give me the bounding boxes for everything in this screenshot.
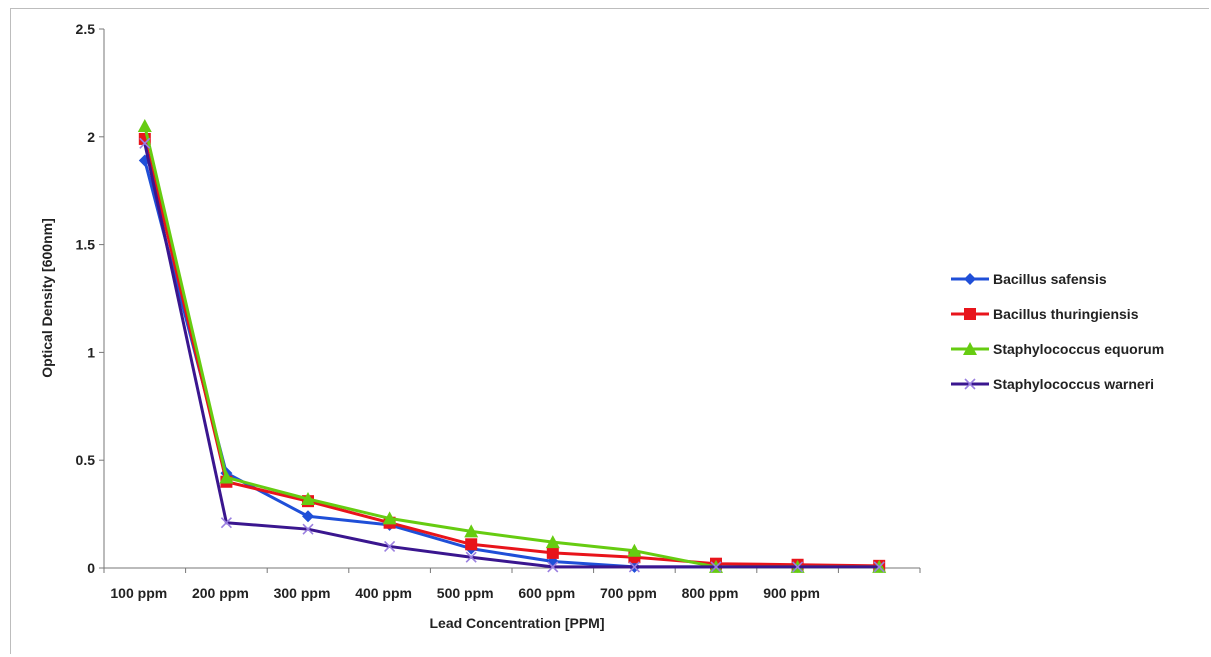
x-marker-stroke (220, 517, 232, 529)
x-marker-stroke (873, 561, 885, 573)
x-marker-stroke (792, 561, 804, 573)
legend-label: Bacillus thuringiensis (993, 306, 1139, 322)
data-point (464, 524, 479, 538)
data-point (710, 561, 722, 573)
legend-marker (964, 308, 976, 320)
legend-entry: Staphylococcus equorum (951, 341, 1164, 357)
data-point (302, 523, 314, 535)
plot-area: 0 0.5 1 1.5 2 2.5 100 ppm 200 ppm 300 ppm 400 ppm… (76, 21, 921, 601)
legend-label: Bacillus safensis (993, 271, 1107, 287)
x-marker-stroke (964, 378, 976, 390)
x-marker-stroke (547, 561, 559, 573)
series-line (143, 160, 880, 569)
series-1 (138, 154, 886, 573)
x-tick-label: 100 ppm (110, 585, 167, 601)
data-point (873, 561, 885, 573)
data-point (219, 470, 234, 484)
x-axis-title: Lead Concentration [PPM] (429, 615, 604, 631)
data-point (382, 511, 397, 525)
x-marker-stroke (302, 523, 314, 535)
data-point (546, 546, 559, 559)
x-tick-label: 800 ppm (682, 585, 739, 601)
data-point (792, 561, 804, 573)
data-point (384, 540, 396, 553)
data-point (137, 119, 152, 133)
y-tick-label: 2.5 (76, 21, 96, 37)
data-point (465, 551, 477, 563)
x-marker-stroke (465, 551, 477, 563)
data-point (627, 543, 642, 557)
y-tick-label: 0.5 (76, 452, 96, 468)
legend-entry: Bacillus safensis (951, 271, 1107, 287)
series-2 (138, 132, 886, 572)
data-point (301, 492, 315, 506)
y-tick-label: 1 (87, 344, 95, 360)
x-marker-stroke (384, 540, 396, 553)
x-tick-label: 900 ppm (763, 585, 820, 601)
legend-marker (964, 378, 976, 390)
y-tick-label: 0 (87, 560, 95, 576)
y-axis-title: Optical Density [600nm] (39, 218, 55, 378)
x-tick-label: 200 ppm (192, 585, 249, 601)
legend-label: Staphylococcus equorum (993, 341, 1164, 357)
data-point (139, 137, 151, 149)
y-tick-label: 1.5 (76, 237, 96, 253)
x-marker-stroke (139, 137, 151, 149)
x-marker-stroke (710, 561, 722, 573)
x-tick-label: 500 ppm (437, 585, 494, 601)
series-4 (139, 137, 885, 573)
x-tick-label: 400 ppm (355, 585, 412, 601)
legend-entry: Staphylococcus warneri (951, 376, 1154, 392)
data-point (547, 561, 559, 573)
series-line (143, 125, 880, 569)
series-line (143, 142, 880, 569)
series-line (143, 138, 880, 568)
y-tick-label: 2 (87, 129, 95, 145)
data-point (465, 538, 478, 551)
legend-marker (963, 342, 977, 355)
data-point (220, 517, 232, 529)
x-marker-stroke (628, 561, 640, 573)
legend: Bacillus safensis Bacillus thuringiensis S… (951, 271, 1164, 392)
legend-entry: Bacillus thuringiensis (951, 306, 1139, 322)
data-point (628, 561, 640, 573)
legend-label: Staphylococcus warneri (993, 376, 1154, 392)
x-tick-label: 600 ppm (518, 585, 575, 601)
x-tick-label: 700 ppm (600, 585, 657, 601)
data-point (302, 510, 314, 523)
chart-frame (10, 8, 1209, 654)
data-point (545, 535, 560, 549)
x-tick-label: 300 ppm (274, 585, 331, 601)
series-3 (137, 119, 887, 573)
legend-marker (964, 273, 976, 285)
